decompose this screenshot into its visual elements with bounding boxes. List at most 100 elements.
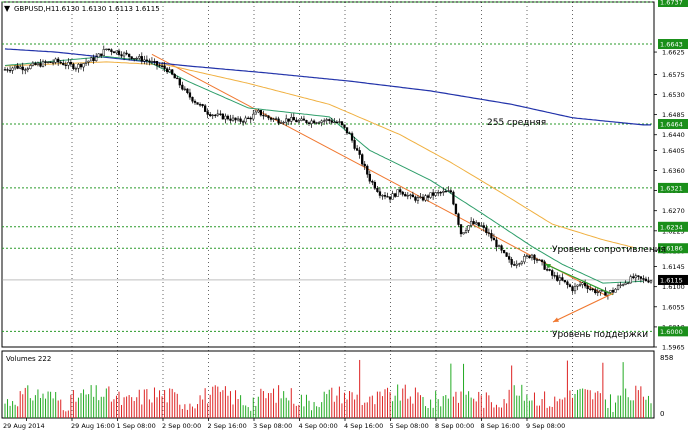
candle-body	[125, 52, 128, 55]
candle-body	[297, 120, 301, 123]
candle-body	[540, 259, 544, 263]
candle-body	[459, 224, 463, 235]
price-tick-label: 1.6360	[662, 167, 685, 175]
candle-body	[485, 227, 488, 233]
price-tick-label: 1.6145	[662, 263, 685, 271]
candle-body	[325, 119, 328, 121]
candle-body	[647, 280, 650, 283]
candle-body	[482, 225, 485, 228]
candle-body	[186, 88, 189, 93]
candle-body	[292, 117, 295, 121]
volume-max-label: 858	[660, 354, 673, 362]
candle-body	[426, 195, 430, 198]
candle-body	[264, 115, 268, 117]
symbol-label: GBPUSD,H1	[14, 5, 55, 13]
candle-body	[383, 195, 387, 197]
candle-body	[262, 114, 265, 117]
candle-body	[77, 64, 80, 69]
candle-body	[252, 113, 255, 120]
ma-255-label: 255 средняя	[487, 118, 546, 128]
candle-body	[589, 288, 592, 290]
candle-body	[254, 111, 257, 115]
candle-body	[447, 190, 450, 192]
candle-body	[100, 53, 103, 56]
candle-body	[381, 195, 384, 197]
candle-body	[69, 62, 73, 65]
candle-body	[528, 255, 531, 259]
candle-body	[133, 57, 136, 60]
candle-body	[287, 118, 290, 122]
level-badge-label: 1.6464	[660, 121, 683, 129]
price-tick-label: 1.6100	[662, 283, 685, 291]
candle-body	[399, 189, 402, 193]
current-price-badge	[658, 274, 688, 285]
candle-body	[472, 221, 475, 225]
price-tick-label: 1.6055	[662, 303, 685, 311]
candle-body	[3, 69, 7, 71]
candle-body	[8, 69, 12, 72]
candle-body	[39, 62, 42, 67]
candle-body	[92, 57, 95, 61]
candle-body	[449, 190, 453, 193]
candle-body	[178, 78, 181, 86]
candle-body	[211, 114, 214, 117]
candle-body	[581, 282, 584, 285]
candles	[3, 45, 653, 300]
candle-body	[153, 60, 156, 63]
candle-body	[201, 104, 204, 107]
candle-body	[464, 230, 468, 233]
time-tick-label: 8 Sep 00:00	[435, 422, 474, 430]
candle-body	[105, 48, 108, 51]
candle-body	[206, 111, 209, 115]
candle-body	[495, 239, 498, 248]
candle-body	[259, 110, 263, 116]
candle-body	[214, 114, 217, 117]
candle-body	[338, 121, 341, 123]
price-tick-label: 1.6440	[662, 131, 685, 139]
candle-body	[315, 122, 318, 124]
candle-body	[492, 237, 496, 241]
candle-body	[310, 120, 313, 124]
level-badge	[658, 39, 688, 50]
candle-body	[203, 105, 207, 112]
candle-body	[209, 114, 212, 117]
time-tick-label: 29 Aug 16:00	[71, 422, 115, 430]
candle-body	[236, 118, 240, 121]
candle-body	[249, 117, 252, 120]
candle-body	[229, 118, 232, 121]
candle-body	[487, 232, 491, 234]
candle-body	[188, 92, 192, 98]
candle-body	[221, 113, 225, 120]
candle-body	[343, 124, 346, 128]
candle-body	[502, 250, 506, 253]
price-tick-label: 1.6485	[662, 111, 685, 119]
candle-body	[127, 53, 131, 57]
candle-body	[168, 69, 171, 73]
candle-body	[469, 221, 473, 226]
candle-body	[183, 88, 187, 91]
time-axis: 29 Aug 2014 29 Aug 16:00 1 Sep 08:00 2 Sep …	[3, 418, 565, 430]
candle-body	[353, 140, 356, 149]
support-arrow	[552, 292, 614, 323]
candle-body	[414, 196, 417, 201]
candle-body	[150, 60, 154, 63]
ma-255-line	[4, 48, 651, 126]
candle-body	[644, 278, 648, 282]
candle-body	[112, 51, 116, 54]
candle-body	[239, 118, 242, 122]
candle-body	[120, 54, 123, 57]
candle-body	[642, 278, 645, 280]
candle-body	[366, 165, 369, 175]
candle-body	[437, 192, 440, 194]
candle-body	[551, 270, 554, 276]
candle-body	[409, 194, 412, 196]
candle-body	[115, 50, 118, 54]
candle-body	[191, 96, 194, 102]
candle-body	[558, 277, 561, 281]
level-badge-label: 1.6186	[660, 245, 683, 253]
candle-body	[401, 191, 404, 195]
candle-body	[442, 191, 445, 193]
candle-body	[59, 61, 62, 64]
level-badge-label: 1.6234	[660, 223, 683, 231]
